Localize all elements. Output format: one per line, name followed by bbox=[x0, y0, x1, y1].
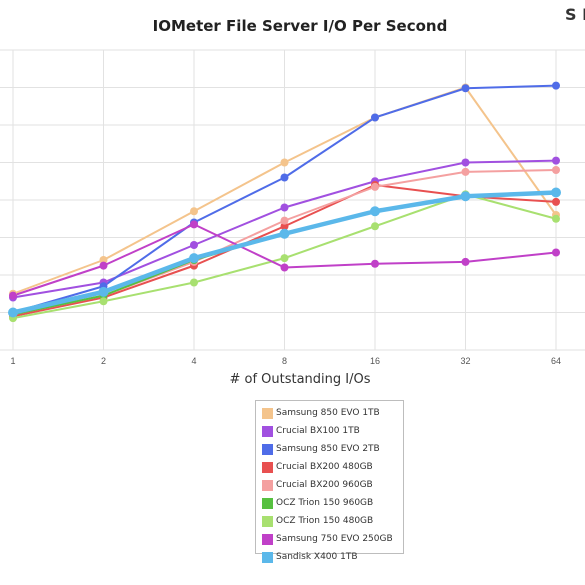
data-point-7-0 bbox=[9, 291, 17, 300]
x-tick-label: 8 bbox=[282, 356, 287, 366]
data-point-7-5 bbox=[461, 257, 470, 266]
data-point-7-6 bbox=[552, 248, 560, 257]
data-point-8-0 bbox=[8, 307, 18, 318]
legend-label: Samsung 850 EVO 2TB bbox=[276, 444, 380, 454]
data-point-0-3 bbox=[280, 158, 289, 167]
data-point-7-3 bbox=[280, 263, 289, 272]
chart-title: IOMeter File Server I/O Per Second bbox=[152, 17, 448, 35]
legend-swatch bbox=[262, 425, 273, 437]
data-point-3-6 bbox=[552, 197, 560, 206]
data-point-3-3 bbox=[280, 222, 289, 231]
legend-swatch bbox=[262, 479, 273, 491]
data-point-7-4 bbox=[371, 259, 379, 268]
data-point-2-3 bbox=[280, 173, 289, 182]
legend-label: Crucial BX100 1TB bbox=[276, 426, 360, 436]
legend-swatch bbox=[262, 461, 273, 473]
data-point-7-1 bbox=[99, 261, 108, 270]
data-point-8-2 bbox=[189, 253, 199, 264]
legend-item: Samsung 850 EVO 2TB bbox=[262, 440, 403, 458]
data-point-8-3 bbox=[279, 228, 290, 239]
data-point-2-4 bbox=[371, 113, 379, 122]
data-point-4-6 bbox=[552, 166, 560, 174]
legend-swatch bbox=[262, 407, 273, 419]
x-axis-title: # of Outstanding I/Os bbox=[229, 372, 371, 387]
data-point-6-3 bbox=[280, 254, 289, 263]
data-point-6-4 bbox=[371, 222, 379, 231]
legend-label: OCZ Trion 150 480GB bbox=[276, 516, 374, 526]
legend-item: Samsung 850 EVO 1TB bbox=[262, 404, 403, 422]
data-point-0-1 bbox=[99, 256, 108, 264]
data-point-4-4 bbox=[371, 182, 379, 191]
data-point-4-5 bbox=[461, 167, 470, 176]
legend-item: Crucial BX100 1TB bbox=[262, 422, 403, 440]
data-point-8-1 bbox=[98, 286, 109, 297]
legend-item: OCZ Trion 150 960GB bbox=[262, 494, 403, 512]
data-point-1-5 bbox=[461, 158, 470, 167]
data-point-2-6 bbox=[552, 81, 560, 90]
x-tick-label: 4 bbox=[191, 356, 196, 366]
legend-item: Crucial BX200 480GB bbox=[262, 458, 403, 476]
legend-item: Sandisk X400 1TB bbox=[262, 548, 403, 566]
legend-swatch bbox=[262, 515, 273, 527]
data-point-4-3 bbox=[280, 216, 289, 225]
data-point-8-4 bbox=[370, 206, 380, 217]
data-point-2-5 bbox=[461, 84, 470, 93]
data-point-7-2 bbox=[190, 220, 198, 229]
legend-item: Samsung 750 EVO 250GB bbox=[262, 530, 403, 548]
x-tick-label: 1 bbox=[10, 356, 15, 366]
x-tick-labels: 1 2 4 8 16 32 64 bbox=[10, 356, 561, 366]
legend-swatch bbox=[262, 497, 273, 509]
x-tick-label: 32 bbox=[460, 356, 470, 366]
legend-swatch bbox=[262, 533, 273, 545]
data-point-8-5 bbox=[460, 191, 471, 202]
legend-label: Crucial BX200 960GB bbox=[276, 480, 373, 490]
data-point-6-1 bbox=[99, 297, 108, 306]
series-markers bbox=[8, 81, 561, 323]
data-point-1-2 bbox=[190, 241, 198, 249]
legend-item: Crucial BX200 960GB bbox=[262, 476, 403, 494]
data-point-1-6 bbox=[552, 156, 560, 165]
legend-item: OCZ Trion 150 480GB bbox=[262, 512, 403, 530]
x-tick-label: 64 bbox=[551, 356, 561, 366]
x-tick-label: 16 bbox=[370, 356, 380, 366]
legend-label: Sandisk X400 1TB bbox=[276, 552, 358, 562]
data-point-1-3 bbox=[280, 203, 289, 212]
legend-swatch bbox=[262, 551, 273, 563]
legend-label: Samsung 850 EVO 1TB bbox=[276, 408, 380, 418]
data-point-6-2 bbox=[190, 278, 198, 287]
data-point-0-2 bbox=[190, 207, 198, 216]
legend-label: Samsung 750 EVO 250GB bbox=[276, 534, 393, 544]
brand-logo: S R bbox=[565, 5, 585, 24]
data-point-6-6 bbox=[552, 214, 560, 223]
legend-label: Crucial BX200 480GB bbox=[276, 462, 373, 472]
data-point-8-6 bbox=[551, 187, 561, 198]
legend-swatch bbox=[262, 443, 273, 455]
legend: Samsung 850 EVO 1TB Crucial BX100 1TB Sams… bbox=[255, 400, 404, 563]
legend-label: OCZ Trion 150 960GB bbox=[276, 498, 374, 508]
x-tick-label: 2 bbox=[101, 356, 106, 366]
